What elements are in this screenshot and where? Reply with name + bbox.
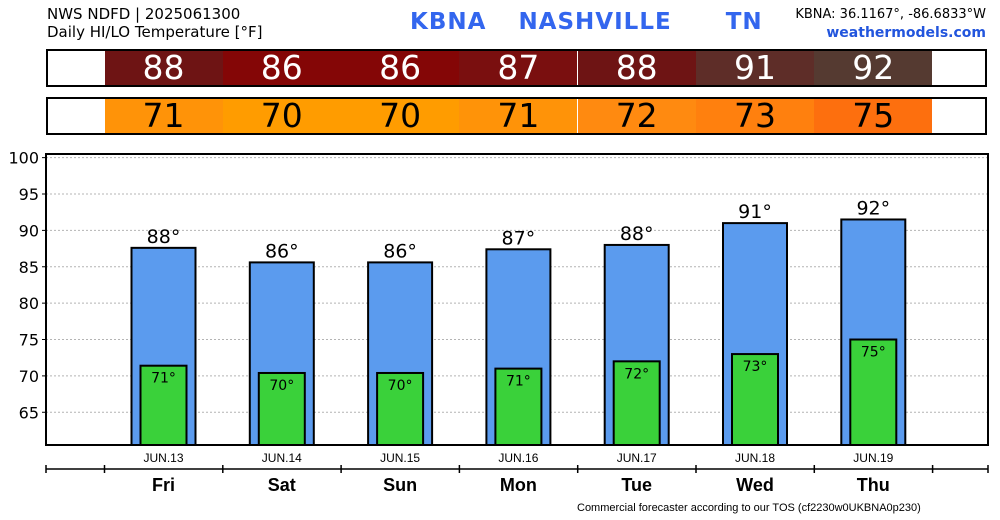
- hi-temp-cell-thu: 92: [814, 51, 933, 85]
- day-label-sat: Sat: [268, 475, 296, 495]
- date-label-3: JUN.16: [498, 451, 538, 465]
- date-label-1: JUN.14: [262, 451, 302, 465]
- station-id: KBNA: [410, 9, 487, 35]
- y-tick-label-85: 85: [19, 258, 39, 277]
- lo-temp-cell-wed: 73: [696, 99, 814, 133]
- y-tick-label-65: 65: [19, 403, 39, 422]
- hi-temp-cell-mon: 87: [459, 51, 578, 85]
- chart-header: NWS NDFD | 2025061300 Daily HI/LO Temper…: [47, 5, 263, 41]
- lo-label-sun: 70°: [388, 378, 413, 394]
- date-label-2: JUN.15: [380, 451, 420, 465]
- day-label-thu: Thu: [857, 475, 890, 495]
- header-right: KBNA: 36.1167°, -86.6833°W weathermodels…: [795, 6, 986, 42]
- y-tick-label-90: 90: [19, 221, 39, 240]
- hi-label-mon: 87°: [502, 227, 536, 249]
- plot-frame: [45, 153, 989, 446]
- product-line: NWS NDFD | 2025061300: [47, 5, 241, 23]
- lo-label-fri: 71°: [151, 371, 176, 387]
- station-coords: KBNA: 36.1167°, -86.6833°W: [795, 7, 986, 22]
- location-title: KBNA NASHVILLE TN: [410, 9, 763, 35]
- lo-bar-mon: [494, 367, 543, 446]
- hi-label-wed: 91°: [738, 201, 772, 223]
- lo-temp-cell-mon: 71: [459, 99, 578, 133]
- lo-label-tue: 72°: [624, 366, 649, 382]
- lo-bar-sun: [376, 371, 425, 447]
- date-label-5: JUN.18: [735, 451, 775, 465]
- y-tick-label-70: 70: [19, 367, 39, 386]
- hi-label-sun: 86°: [383, 240, 417, 262]
- date-label-6: JUN.19: [853, 451, 893, 465]
- y-tick-label-75: 75: [19, 331, 39, 350]
- date-label-4: JUN.17: [617, 451, 657, 465]
- lo-label-thu: 75°: [861, 345, 886, 361]
- hi-temp-cell-fri: 88: [104, 51, 223, 85]
- lo-temp-cell-sun: 70: [341, 99, 460, 133]
- lo-bar-sat: [257, 371, 306, 447]
- day-label-mon: Mon: [500, 475, 537, 495]
- lo-bar-wed: [731, 353, 779, 446]
- hi-label-sat: 86°: [265, 240, 299, 262]
- lo-label-sat: 70°: [269, 378, 294, 394]
- day-label-tue: Tue: [621, 475, 652, 495]
- y-tick-label-95: 95: [19, 185, 39, 204]
- site-link[interactable]: weathermodels.com: [826, 25, 986, 41]
- lo-temp-cell-fri: 71: [104, 99, 223, 133]
- date-label-0: JUN.13: [143, 451, 183, 465]
- hi-label-tue: 88°: [620, 223, 654, 245]
- lo-temp-cell-thu: 75: [814, 99, 933, 133]
- city-name: NASHVILLE: [518, 9, 672, 35]
- y-tick-label-80: 80: [19, 294, 39, 313]
- variable-line: Daily HI/LO Temperature [°F]: [47, 23, 263, 41]
- hi-label-fri: 88°: [147, 226, 181, 248]
- state-name: TN: [725, 9, 763, 35]
- lo-temp-cell-sat: 70: [222, 99, 341, 133]
- lo-label-wed: 73°: [743, 359, 768, 375]
- day-label-wed: Wed: [736, 475, 774, 495]
- day-label-sun: Sun: [383, 475, 417, 495]
- lo-temp-strip: 71 70 70 71 72 73 75: [46, 97, 987, 135]
- lo-label-mon: 71°: [506, 374, 531, 390]
- day-label-fri: Fri: [152, 475, 175, 495]
- hi-temp-cell-wed: 91: [696, 51, 814, 85]
- y-tick-label-100: 100: [8, 149, 39, 168]
- hi-temp-cell-sun: 86: [341, 51, 460, 85]
- lo-temp-cell-tue: 72: [577, 99, 696, 133]
- hi-temp-strip: 88 86 86 87 88 91 92: [46, 49, 987, 87]
- hi-temp-cell-tue: 88: [577, 51, 696, 85]
- lo-bar-tue: [612, 360, 661, 446]
- hi-label-thu: 92°: [856, 197, 890, 219]
- lo-bar-fri: [139, 364, 188, 447]
- hi-temp-cell-sat: 86: [222, 51, 341, 85]
- footer-note: Commercial forecaster according to our T…: [577, 502, 921, 514]
